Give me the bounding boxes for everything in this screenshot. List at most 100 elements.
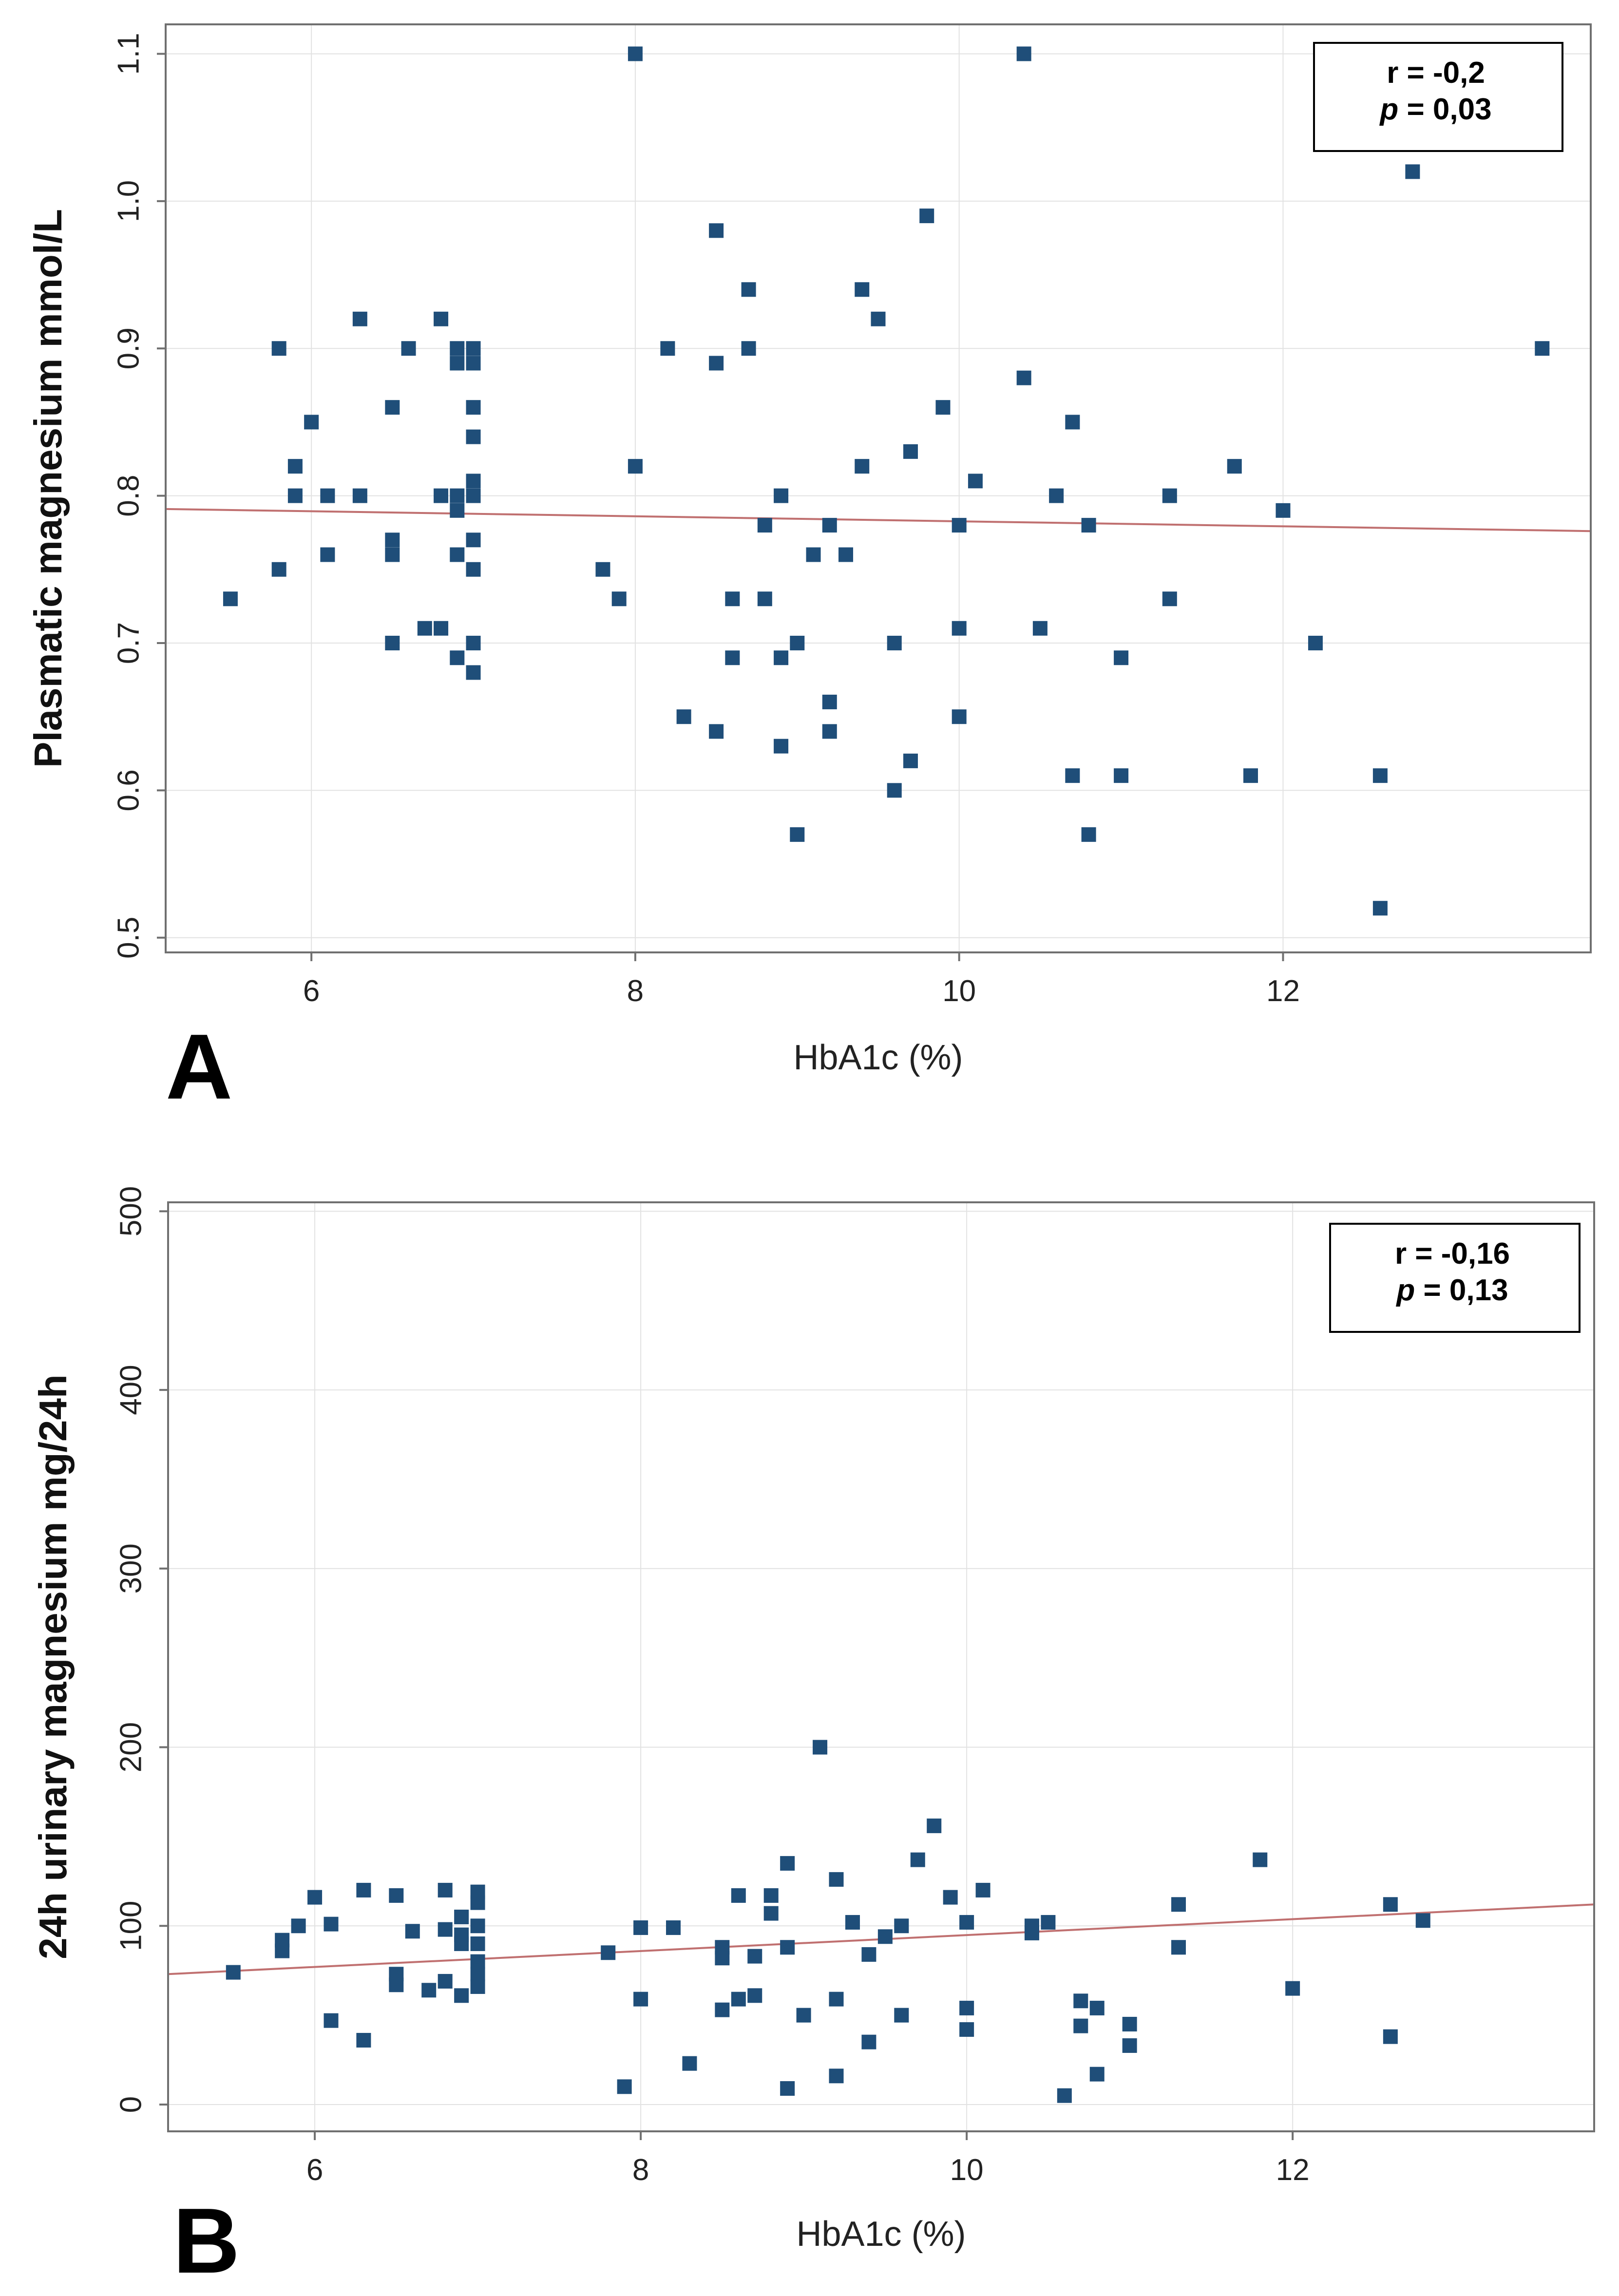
panel-a-point-46 (741, 282, 756, 297)
panel-b-point-55 (894, 1918, 909, 1934)
panel-b-point-39 (747, 1949, 762, 1964)
panel-a-point-1 (271, 341, 286, 356)
panel-b-point-54 (877, 1929, 893, 1944)
panel-a-point-89 (1372, 768, 1388, 783)
panel-a-point-24 (450, 650, 465, 665)
panel-a-point-43 (709, 724, 724, 739)
panel-a-point-20 (450, 356, 465, 371)
panel-a-point-9 (352, 488, 367, 503)
panel-b-point-59 (943, 1890, 958, 1905)
panel-a-point-10 (385, 400, 400, 415)
panel-a-point-12 (385, 547, 400, 562)
panel-b-r-value: r = -0,16 (1395, 1237, 1510, 1271)
panel-a-point-49 (757, 591, 772, 607)
panel-a-point-79 (1081, 518, 1096, 533)
panel-a-point-2 (271, 562, 286, 577)
panel-b-point-66 (1041, 1915, 1056, 1930)
panel-a-point-50 (774, 488, 789, 503)
panel-a-point-48 (757, 518, 772, 533)
panel-a-point-47 (741, 341, 756, 356)
panel-b-point-72 (1122, 2016, 1137, 2031)
panel-a-point-77 (1065, 415, 1080, 430)
panel-a-point-78 (1065, 768, 1080, 783)
panel-b-point-15 (438, 1922, 453, 1937)
panel-a-point-58 (822, 724, 837, 739)
panel-a-point-87 (1276, 503, 1291, 518)
panel-a-point-64 (887, 783, 902, 798)
panel-b-y-ticks: 0 100 200 300 400 500 (114, 1186, 168, 2113)
panel-a-point-13 (385, 636, 400, 650)
panel-b-point-9 (389, 1888, 404, 1903)
panel-a-gridlines (166, 24, 1591, 952)
panel-a-point-3 (287, 459, 303, 474)
panel-b-point-35 (715, 1951, 730, 1966)
panel-a-point-34 (466, 665, 481, 680)
panel-a-point-44 (725, 591, 740, 607)
panel-letter-b: B (173, 2189, 240, 2293)
panel-b-point-11 (389, 1977, 404, 1992)
panel-b-p-value: = 0,13 (1415, 1273, 1508, 1307)
panel-a-p-symbol: p (1379, 93, 1398, 126)
panel-a-point-88 (1308, 636, 1323, 650)
panel-b-y-axis-label: 24h urinary magnesium mg/24h (31, 1374, 75, 1959)
panel-b-point-2 (275, 1943, 290, 1958)
panel-b-point-47 (813, 1740, 828, 1755)
panel-a-stats-box: r = -0,2 p = 0,03 (1313, 42, 1563, 152)
panel-a-point-36 (611, 591, 627, 607)
panel-a-point-74 (1016, 370, 1031, 385)
panel-a-point-33 (466, 636, 481, 650)
panel-a-point-73 (1016, 46, 1031, 61)
panel-b-chart: 6 8 10 12 0 100 200 300 400 500 HbA1c (%) 24h ur… (31, 1186, 1595, 2293)
panel-b-point-78 (1383, 1897, 1398, 1912)
panel-b-point-50 (829, 2068, 844, 2084)
panel-a-point-25 (466, 341, 481, 356)
panel-a-p-value: = 0,03 (1398, 93, 1491, 126)
panel-b-point-57 (910, 1852, 925, 1867)
panel-b-gridlines (168, 1202, 1594, 2131)
panel-a-x-axis-label: HbA1c (%) (793, 1038, 963, 1077)
panel-b-point-77 (1285, 1981, 1300, 1996)
panel-b-point-74 (1171, 1897, 1186, 1912)
panel-a-point-17 (434, 488, 449, 503)
panel-a-point-72 (968, 474, 983, 489)
panel-a-point-11 (385, 532, 400, 548)
panel-a-point-90 (1372, 901, 1388, 916)
panel-a-point-16 (434, 311, 449, 326)
panel-b-y-tick-label-3: 300 (114, 1543, 148, 1594)
panel-a-point-86 (1243, 768, 1258, 783)
panel-a-y-ticks: 0.5 0.6 0.7 0.8 0.9 1.0 1.1 (112, 33, 166, 959)
panel-b-point-26 (470, 1967, 485, 1982)
panel-a-point-53 (790, 636, 805, 650)
panel-a-point-61 (855, 459, 870, 474)
panel-a-point-75 (1032, 621, 1048, 636)
panel-a-point-92 (1535, 341, 1550, 356)
panel-b-point-22 (470, 1895, 485, 1910)
panel-b-point-48 (829, 1872, 844, 1887)
panel-b-point-16 (438, 1973, 453, 1989)
panel-b-y-tick-label-1: 100 (114, 1901, 148, 1951)
panel-b-point-44 (780, 1940, 795, 1955)
panel-a-point-76 (1049, 488, 1064, 503)
panel-a-y-tick-label-0: 0.5 (112, 917, 145, 959)
panel-b-point-24 (470, 1936, 485, 1951)
panel-letter-a: A (166, 1015, 232, 1119)
panel-b-point-46 (796, 2008, 811, 2023)
panel-a-point-59 (838, 547, 854, 562)
panel-b-x-tick-label-0: 6 (306, 2153, 323, 2187)
panel-a-point-60 (855, 282, 870, 297)
panel-b-point-52 (861, 1947, 876, 1962)
panel-a-point-51 (774, 650, 789, 665)
panel-b-p-symbol: p (1395, 1273, 1415, 1307)
panel-a-point-35 (595, 562, 610, 577)
panel-b-y-tick-label-5: 500 (114, 1186, 148, 1236)
panel-a-point-27 (466, 400, 481, 415)
panel-a-point-0 (223, 591, 238, 607)
panel-a-point-29 (466, 474, 481, 489)
panel-b-point-61 (959, 2000, 974, 2015)
panel-a-trend-line (165, 508, 1591, 532)
panel-b-point-60 (959, 1915, 974, 1930)
panel-a-point-32 (466, 562, 481, 577)
panel-b-point-12 (405, 1924, 420, 1939)
panel-b-point-67 (1057, 2088, 1072, 2103)
panel-b-point-7 (356, 1882, 371, 1898)
